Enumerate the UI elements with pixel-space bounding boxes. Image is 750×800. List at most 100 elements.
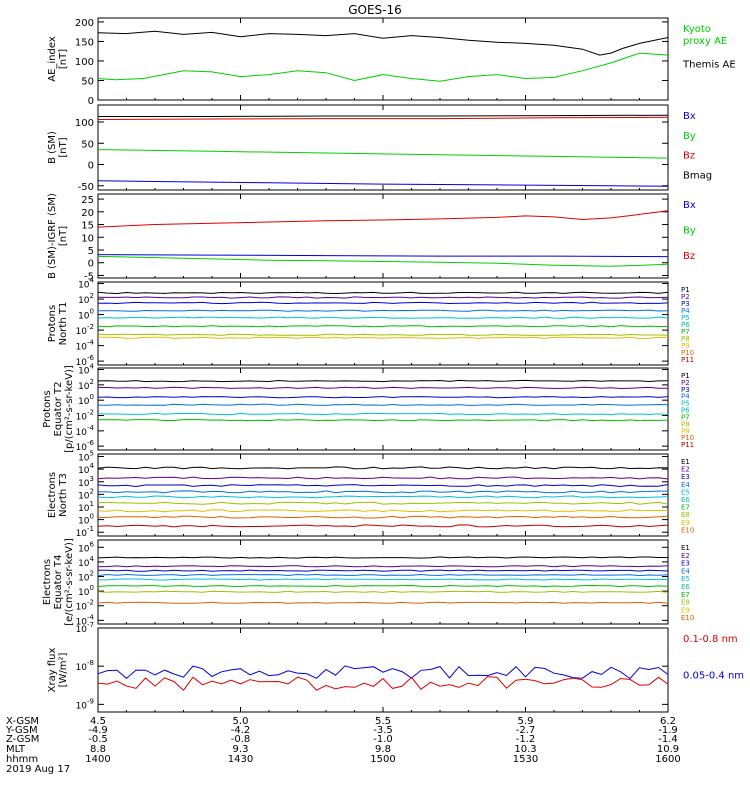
legend-entry: P1	[681, 286, 690, 294]
y-tick-exponent: -7	[87, 621, 94, 629]
panel-frame	[97, 627, 669, 713]
panel-frame	[97, 17, 669, 101]
legend-entry: 0.1-0.8 nm	[683, 634, 738, 645]
legend-entry: P9	[681, 342, 690, 350]
y-tick-label: 15	[81, 221, 94, 232]
legend-entry: E1	[681, 458, 690, 466]
series-line	[97, 254, 669, 258]
y-tick-label: 10-2	[76, 323, 94, 337]
legend-entry: E2	[681, 552, 690, 560]
x-axis-value: -2.7	[516, 725, 536, 736]
y-tick-label: 20	[81, 208, 94, 219]
y-tick-exponent: 0	[90, 513, 94, 521]
legend-entry: P2	[681, 379, 690, 387]
series-line	[97, 396, 669, 399]
legend-entry: P4	[681, 393, 690, 401]
y-tick-label: 50	[81, 139, 94, 150]
legend-entry: Themis AE	[682, 60, 736, 71]
series-line	[98, 336, 669, 340]
legend-entry: By	[683, 131, 696, 142]
legend-entry: E10	[681, 526, 694, 534]
y-tick-label: 200	[75, 18, 94, 29]
series-line	[97, 255, 669, 267]
series-line	[97, 665, 669, 680]
y-axis-label: Protons	[47, 305, 58, 342]
x-axis-value: 1500	[370, 754, 395, 765]
y-tick-label: 5	[88, 246, 94, 257]
series-line	[97, 301, 669, 305]
series-line	[97, 296, 669, 299]
series-line	[97, 333, 669, 336]
panel-7: Electrons Equator T4 [e/(cm²-s-sr-keV)] 106…	[42, 538, 694, 627]
series-line	[97, 601, 669, 604]
y-tick-label: 100	[75, 118, 94, 129]
x-axis-row-label: MLT	[6, 744, 26, 755]
y-tick-exponent: 4	[90, 277, 95, 285]
y-axis-label: Xray flux	[47, 648, 58, 693]
y-tick-exponent: 2	[90, 487, 94, 495]
y-tick-label: 102	[78, 378, 94, 392]
x-axis-value: 1600	[655, 754, 680, 765]
series-line	[97, 403, 669, 406]
y-tick-exponent: 4	[90, 462, 95, 470]
legend-entry: P3	[681, 300, 690, 308]
legend-entry: P1	[681, 372, 690, 380]
x-axis-value: 9.3	[233, 744, 249, 755]
x-axis-value: 1430	[228, 754, 253, 765]
series-line	[97, 52, 669, 82]
series-line	[97, 116, 669, 120]
y-tick-exponent: -2	[87, 409, 94, 417]
legend-entry: E9	[681, 519, 690, 527]
date-label: 2019 Aug 17	[6, 764, 70, 775]
y-tick-label: 10-4	[76, 424, 95, 438]
panel-frame	[97, 539, 669, 625]
y-axis-label: Electrons	[42, 559, 53, 605]
y-axis-label: Equator T4	[53, 555, 64, 610]
y-tick-exponent: 0	[90, 393, 94, 401]
y-tick-exponent: -6	[87, 354, 95, 362]
panel-frame	[97, 281, 669, 366]
y-tick-label: 106	[78, 540, 94, 554]
legend-entry: Bx	[683, 111, 696, 122]
legend-entry: E3	[681, 473, 690, 481]
y-tick-exponent: 1	[90, 500, 94, 508]
legend-entry: E3	[681, 560, 690, 568]
y-axis-label: [nT]	[58, 49, 69, 69]
y-tick-label: 10-9	[76, 697, 94, 711]
x-axis-value: 5.9	[518, 716, 534, 727]
series-line	[97, 466, 669, 470]
y-tick-label: -5	[84, 271, 94, 282]
x-axis-value: 5.0	[233, 716, 249, 727]
x-axis-value: 1530	[513, 754, 538, 765]
y-tick-exponent: -6	[87, 439, 95, 447]
legend-entry: E7	[681, 504, 690, 512]
series-line	[97, 149, 669, 159]
x-axis-value: 4.5	[90, 716, 106, 727]
legend-entry: Bz	[683, 251, 695, 262]
legend-entry: By	[683, 225, 696, 236]
series-line	[97, 379, 669, 383]
y-tick-label: 0	[88, 259, 94, 270]
y-tick-label: 104	[78, 555, 94, 569]
series-line	[98, 501, 669, 505]
x-axis-value: -1.0	[373, 734, 393, 745]
legend-entry: 0.05-0.4 nm	[683, 671, 744, 682]
x-axis-value: -0.5	[88, 734, 108, 745]
y-axis-label: B (SM)-IGRF (SM)	[47, 193, 58, 279]
series-line	[97, 30, 669, 56]
y-axis-label: [e/(cm²-s-sr-keV)]	[64, 538, 75, 626]
series-line	[97, 495, 669, 499]
x-axis-row-label: Z-GSM	[6, 734, 39, 745]
y-tick-label: 102	[78, 292, 94, 306]
x-axis-value: -0.8	[231, 734, 251, 745]
x-axis-value: -4.9	[88, 725, 108, 736]
y-tick-label: 100	[78, 393, 94, 407]
series-line	[97, 569, 669, 572]
legend-entry: E7	[681, 591, 690, 599]
y-tick-exponent: -4	[87, 339, 95, 347]
panel-5: Protons Equator T2 [p/(cm²-s-sr-keV)] 10410…	[42, 363, 694, 454]
y-tick-exponent: -4	[87, 424, 95, 432]
legend-entry: Bmag	[683, 170, 712, 181]
